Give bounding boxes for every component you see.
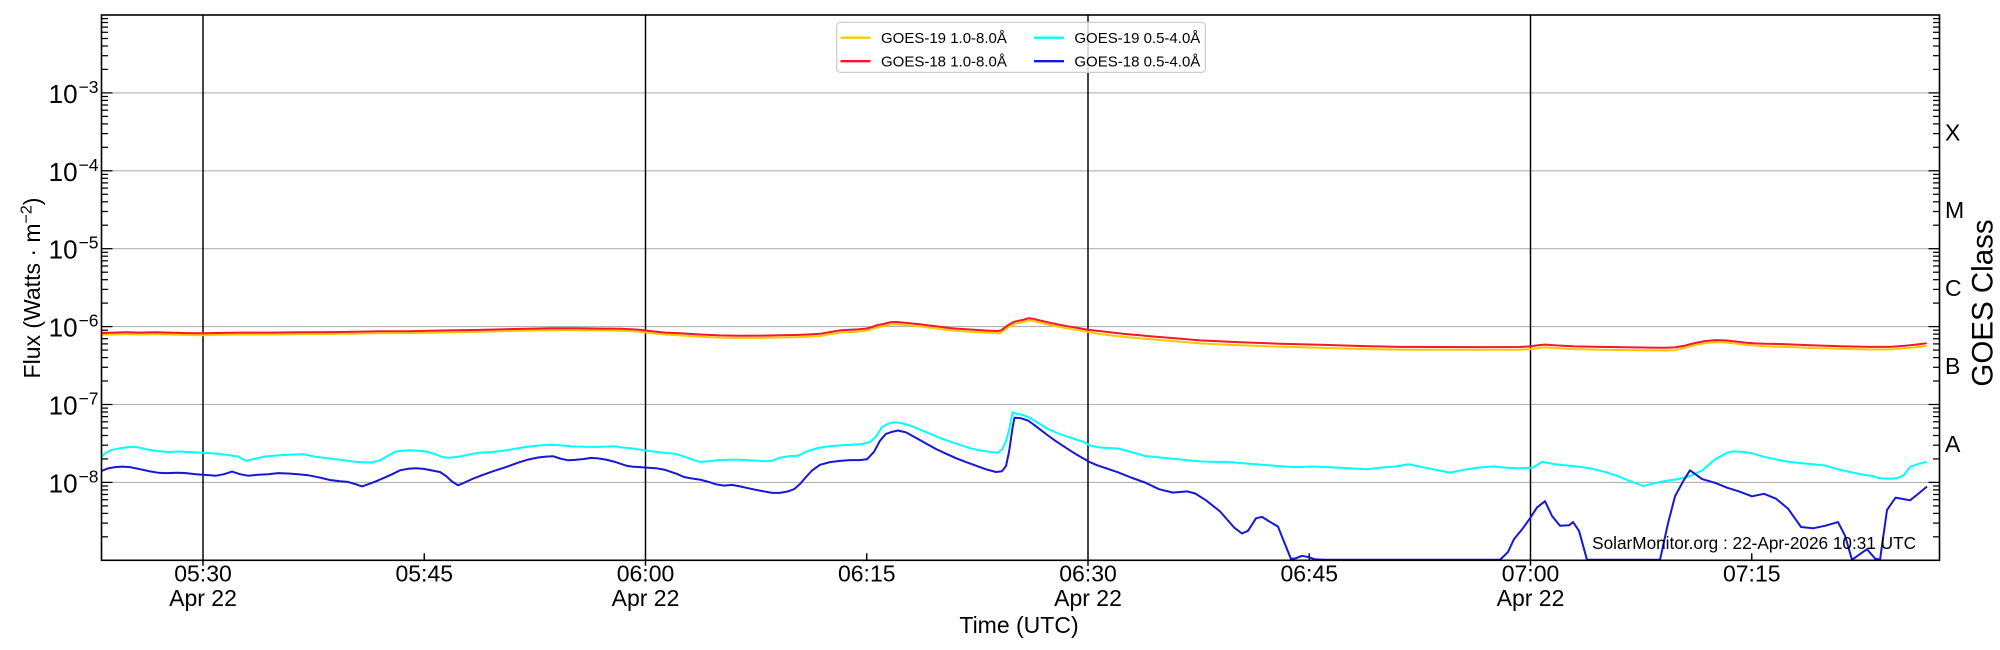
svg-text:Apr 22: Apr 22: [169, 585, 237, 611]
svg-text:06:15: 06:15: [838, 561, 896, 587]
svg-text:Apr 22: Apr 22: [612, 585, 680, 611]
svg-text:10−8: 10−8: [49, 466, 99, 498]
svg-text:05:45: 05:45: [395, 561, 453, 587]
svg-text:B: B: [1945, 353, 1960, 379]
svg-text:10−4: 10−4: [49, 155, 99, 187]
svg-text:06:00: 06:00: [617, 561, 675, 587]
svg-text:A: A: [1945, 431, 1961, 457]
svg-text:05:30: 05:30: [174, 561, 232, 587]
svg-text:07:15: 07:15: [1723, 561, 1781, 587]
svg-text:Flux (Watts · m−2): Flux (Watts · m−2): [19, 198, 46, 379]
svg-text:SolarMonitor.org : 22-Apr-2026: SolarMonitor.org : 22-Apr-2026 10:31 UTC: [1592, 533, 1916, 553]
svg-text:GOES-18 1.0-8.0Å: GOES-18 1.0-8.0Å: [881, 54, 1007, 71]
svg-text:06:45: 06:45: [1280, 561, 1338, 587]
svg-text:M: M: [1945, 197, 1964, 223]
svg-text:GOES-19 0.5-4.0Å: GOES-19 0.5-4.0Å: [1074, 30, 1200, 47]
svg-text:Time (UTC): Time (UTC): [959, 612, 1078, 638]
svg-text:X: X: [1945, 119, 1960, 145]
svg-text:10−7: 10−7: [49, 389, 99, 421]
svg-text:10−3: 10−3: [49, 77, 99, 109]
svg-text:GOES-19 1.0-8.0Å: GOES-19 1.0-8.0Å: [881, 30, 1007, 47]
svg-text:Apr 22: Apr 22: [1497, 585, 1565, 611]
svg-text:GOES Class: GOES Class: [1967, 219, 2000, 386]
svg-text:GOES-18 0.5-4.0Å: GOES-18 0.5-4.0Å: [1074, 54, 1200, 71]
svg-text:07:00: 07:00: [1502, 561, 1560, 587]
svg-text:10−5: 10−5: [49, 233, 99, 265]
svg-text:Apr 22: Apr 22: [1054, 585, 1122, 611]
svg-text:06:30: 06:30: [1059, 561, 1117, 587]
svg-text:C: C: [1945, 275, 1962, 301]
svg-text:10−6: 10−6: [49, 311, 99, 343]
